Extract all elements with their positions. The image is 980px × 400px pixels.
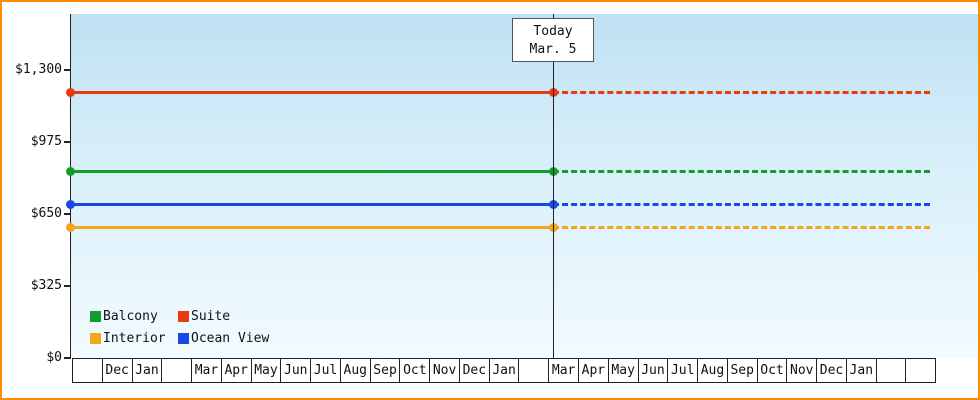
today-date: Mar. 5 (529, 42, 577, 57)
series-point-marker (66, 87, 75, 97)
month-cell: Sep (728, 359, 758, 382)
legend-swatch (178, 333, 189, 344)
month-cell: Jul (311, 359, 341, 382)
legend-label: Ocean View (191, 331, 270, 346)
legend-swatch (90, 311, 101, 322)
month-cell: Nov (787, 359, 818, 382)
month-cell: Dec (103, 359, 133, 382)
series-dashed-projection (553, 90, 930, 94)
month-cell: Jan (490, 359, 520, 382)
month-cell: Aug (698, 359, 728, 382)
month-cell: Jun (639, 359, 669, 382)
y-tick-label: $0 (46, 350, 62, 365)
month-cell (906, 359, 937, 382)
series-solid-segment (70, 90, 553, 94)
y-tick-mark (64, 141, 70, 143)
x-axis-month-row: Dec Jan Mar Apr May Jun Jul Aug Sep Oct Nov Dec Jan M… (72, 358, 937, 383)
month-cell: Jan (847, 359, 877, 382)
month-cell: Oct (758, 359, 788, 382)
plot-background (70, 14, 978, 358)
series-point-marker (66, 199, 75, 209)
series-dashed-projection (553, 225, 930, 229)
today-label: Today (533, 24, 573, 39)
legend-label: Balcony (103, 309, 158, 324)
month-cell: May (252, 359, 282, 382)
y-tick-label: $975 (30, 134, 62, 149)
month-cell: Mar (192, 359, 222, 382)
month-cell (72, 359, 103, 382)
legend-item-interior: Interior (90, 330, 178, 347)
series-point-marker (66, 222, 75, 232)
month-cell: May (609, 359, 639, 382)
legend-swatch (90, 333, 101, 344)
y-tick-mark (64, 285, 70, 287)
month-cell: Nov (430, 359, 460, 382)
series-solid-segment (70, 202, 553, 206)
month-cell: Aug (341, 359, 371, 382)
month-cell: Jul (668, 359, 699, 382)
month-cell: Jun (281, 359, 312, 382)
legend-label: Interior (103, 331, 166, 346)
month-cell: Apr (222, 359, 252, 382)
series-solid-segment (70, 170, 553, 174)
month-cell: Mar (549, 359, 580, 382)
legend-label: Suite (191, 309, 231, 324)
month-cell: Sep (371, 359, 401, 382)
series-solid-segment (70, 225, 553, 229)
series-point-marker (66, 167, 75, 177)
today-vertical-line (553, 14, 554, 359)
y-axis-line (70, 14, 71, 359)
month-cell: Jan (133, 359, 163, 382)
legend-item-suite: Suite (178, 308, 269, 325)
series-dashed-projection (553, 202, 930, 206)
y-tick-mark (64, 213, 70, 215)
today-marker-box: Today Mar. 5 (512, 18, 594, 62)
series-dashed-projection (553, 170, 930, 174)
y-tick-label: $650 (30, 206, 62, 221)
y-tick-mark (64, 69, 70, 71)
month-cell: Apr (579, 359, 609, 382)
month-cell (877, 359, 907, 382)
month-cell: Dec (460, 359, 490, 382)
y-tick-label: $325 (30, 278, 62, 293)
legend-item-ocean-view: Ocean View (178, 330, 269, 347)
legend-item-balcony: Balcony (90, 308, 178, 325)
y-tick-mark (64, 357, 70, 359)
month-cell: Oct (400, 359, 431, 382)
legend-swatch (178, 311, 189, 322)
month-cell: Dec (817, 359, 847, 382)
legend: Balcony Suite Interior Ocean View (90, 308, 269, 347)
month-cell (162, 359, 193, 382)
month-cell (519, 359, 550, 382)
y-tick-label: $1,300 (15, 62, 62, 77)
